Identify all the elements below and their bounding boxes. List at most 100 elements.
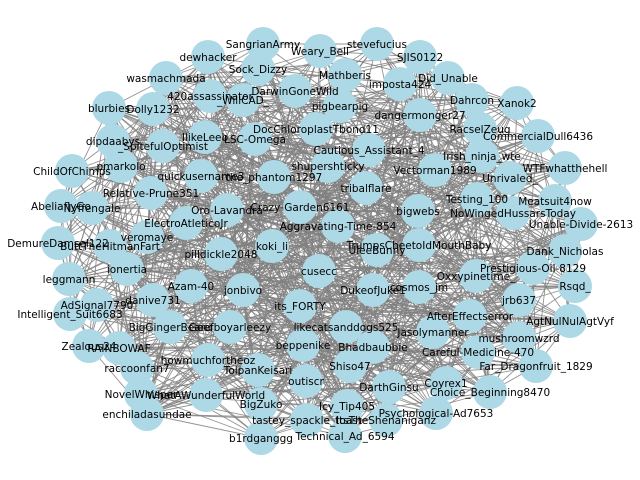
node-label: Icy_Tip405 [319,401,375,413]
graph-edge [242,210,419,291]
graph-node [226,83,260,117]
node-label: leggmann [43,274,96,286]
graph-node [403,98,437,132]
node-label: Dahrcon [450,95,494,107]
graph-node [453,299,487,333]
graph-node [238,122,272,156]
graph-edge [146,413,308,421]
graph-node [383,67,417,101]
node-label: Nyffengale [64,203,121,215]
node-label: Irish_ninja_wte [443,151,521,163]
graph-edge [475,200,556,277]
graph-node [372,370,406,404]
graph-node [286,328,320,362]
graph-edge [68,206,301,280]
graph-node [55,154,89,188]
node-label: Crazy-Garden6161 [250,202,349,214]
graph-node [328,58,362,92]
graph-node [302,254,336,288]
graph-node [473,375,507,409]
graph-node [134,176,168,210]
node-label: Geefboyarleezy [189,322,271,334]
graph-edge [108,107,483,157]
graph-node [169,206,203,240]
node-label: CommercialDull6436 [483,131,593,143]
node-label: cosmos_jm [390,282,448,294]
graph-edge [372,346,479,353]
node-label: ionertia [107,264,147,276]
node-label: imposta424 [369,79,432,91]
graph-node [360,233,394,267]
graph-edge [242,289,471,317]
node-label: Technical_Ad_6594 [294,431,394,443]
node-label: pmarkolo [96,161,145,173]
graph-node [311,149,345,183]
graph-node [553,304,587,338]
graph-node [459,259,493,293]
graph-node [402,270,436,304]
graph-edge [376,249,390,388]
node-label: WTFwhatthehell [523,163,608,175]
graph-edge [112,138,256,142]
graph-node [146,129,180,163]
graph-node [72,329,106,363]
graph-node [369,403,403,437]
graph-node [289,364,323,398]
node-label: DocChloroplastTbond11 [253,124,379,136]
node-label: stevefucius [347,39,407,51]
graph-edge [109,245,576,287]
node-label: beppenike [276,340,331,352]
graph-node [330,389,364,423]
node-label: RAINBOWAF [87,343,150,355]
node-label: DarwinGoneWild [251,86,338,98]
node-label: LSC-Omega [224,134,286,146]
graph-node [455,83,489,117]
graph-node [41,226,75,260]
graph-edge [254,99,473,140]
node-label: Dolly1232 [126,104,179,116]
node-label: cusecc [301,266,337,278]
graph-edge [257,369,346,437]
graph-node [104,149,138,183]
graph-node [283,289,317,323]
node-label: Unrivaled_ [482,173,538,185]
graph-edge [126,250,566,270]
node-label: NoWingedHussarsToday [450,208,576,220]
graph-node [403,40,437,74]
graph-edge [118,299,520,349]
node-label: BigGingerBeard [129,322,212,334]
node-label: enchiladasundae [102,409,191,421]
node-label: _WillCAD_ [216,95,270,107]
graph-node [303,34,337,68]
graph-node [136,283,170,317]
graph-edge [388,200,556,388]
node-label: Testing_100 [445,194,508,206]
graph-edge [96,304,571,322]
graph-edge [146,413,262,439]
graph-node [188,120,222,154]
graph-node [191,343,225,377]
node-label: Aggravating-Time-854 [280,221,397,233]
graph-edge [512,212,520,339]
graph-node [191,40,225,74]
node-label: likecatsanddogs525 [294,322,399,334]
graph-node [429,366,463,400]
graph-edge [118,305,301,349]
graph-node [130,397,164,431]
node-label: AdSignal7790 [61,300,134,312]
graph-node [241,52,275,86]
node-label: pilldickle2048 [185,249,258,261]
node-label: Unable-Divide-2613 [529,219,633,231]
graph-node [402,228,436,262]
node-label: Rsqd_ [559,281,591,293]
node-label: outiscr [288,376,324,388]
graph-node [352,133,386,167]
graph-edge [205,365,351,396]
graph-node [255,229,289,263]
graph-edge [57,136,206,244]
graph-node [257,160,291,194]
node-label: Azam-40 [168,281,215,293]
graph-node [130,220,164,254]
graph-node [283,190,317,224]
